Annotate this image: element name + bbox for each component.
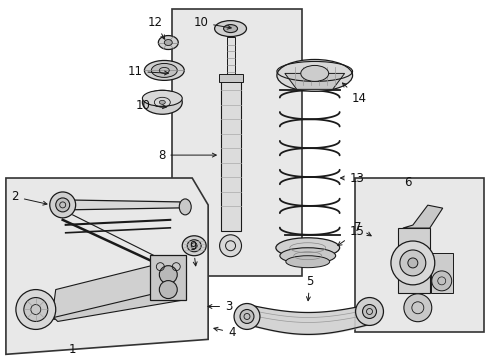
Ellipse shape xyxy=(151,63,177,77)
Ellipse shape xyxy=(240,310,253,323)
Ellipse shape xyxy=(214,21,246,37)
Ellipse shape xyxy=(219,235,241,257)
Polygon shape xyxy=(54,294,186,321)
Ellipse shape xyxy=(164,40,172,45)
Polygon shape xyxy=(54,260,180,319)
Ellipse shape xyxy=(50,192,76,218)
Text: 6: 6 xyxy=(404,176,411,189)
Ellipse shape xyxy=(234,303,260,329)
Bar xyxy=(150,255,186,300)
Ellipse shape xyxy=(159,280,177,298)
Ellipse shape xyxy=(362,305,376,319)
Polygon shape xyxy=(285,73,344,89)
Text: 10: 10 xyxy=(193,16,231,29)
Circle shape xyxy=(390,241,434,285)
Ellipse shape xyxy=(403,294,431,322)
Bar xyxy=(354,178,483,332)
Text: 15: 15 xyxy=(337,225,364,246)
Polygon shape xyxy=(65,200,180,210)
Bar xyxy=(172,9,301,276)
Text: 2: 2 xyxy=(11,190,47,205)
Text: 9: 9 xyxy=(189,240,197,266)
Text: 12: 12 xyxy=(147,15,164,39)
Bar xyxy=(218,75,242,82)
Bar xyxy=(430,253,452,293)
Ellipse shape xyxy=(16,289,56,329)
Ellipse shape xyxy=(144,60,184,80)
Bar xyxy=(220,80,240,231)
Ellipse shape xyxy=(275,238,339,258)
Ellipse shape xyxy=(159,266,177,284)
Polygon shape xyxy=(6,178,208,354)
Ellipse shape xyxy=(142,90,182,114)
Text: 13: 13 xyxy=(340,171,364,185)
Bar xyxy=(226,37,234,80)
Bar xyxy=(397,228,429,293)
Ellipse shape xyxy=(276,59,352,91)
Ellipse shape xyxy=(182,236,206,256)
Ellipse shape xyxy=(24,298,48,321)
Polygon shape xyxy=(402,205,442,228)
Ellipse shape xyxy=(159,100,165,104)
Ellipse shape xyxy=(187,240,201,252)
Text: 1: 1 xyxy=(68,343,76,356)
Ellipse shape xyxy=(431,271,451,291)
Circle shape xyxy=(407,258,417,268)
Text: 14: 14 xyxy=(342,83,366,105)
Ellipse shape xyxy=(279,248,335,264)
Text: 3: 3 xyxy=(207,300,232,313)
Text: 11: 11 xyxy=(127,65,168,78)
Text: 5: 5 xyxy=(305,275,313,301)
Ellipse shape xyxy=(56,198,69,212)
Text: 7: 7 xyxy=(353,221,370,236)
Text: 8: 8 xyxy=(158,149,216,162)
Ellipse shape xyxy=(300,66,328,81)
Ellipse shape xyxy=(285,256,329,268)
Ellipse shape xyxy=(223,24,237,32)
Text: 10: 10 xyxy=(135,99,166,112)
Ellipse shape xyxy=(158,36,178,50)
Ellipse shape xyxy=(355,298,383,325)
Circle shape xyxy=(399,250,425,276)
Ellipse shape xyxy=(142,90,182,106)
Text: 4: 4 xyxy=(213,326,235,339)
Ellipse shape xyxy=(179,199,191,215)
